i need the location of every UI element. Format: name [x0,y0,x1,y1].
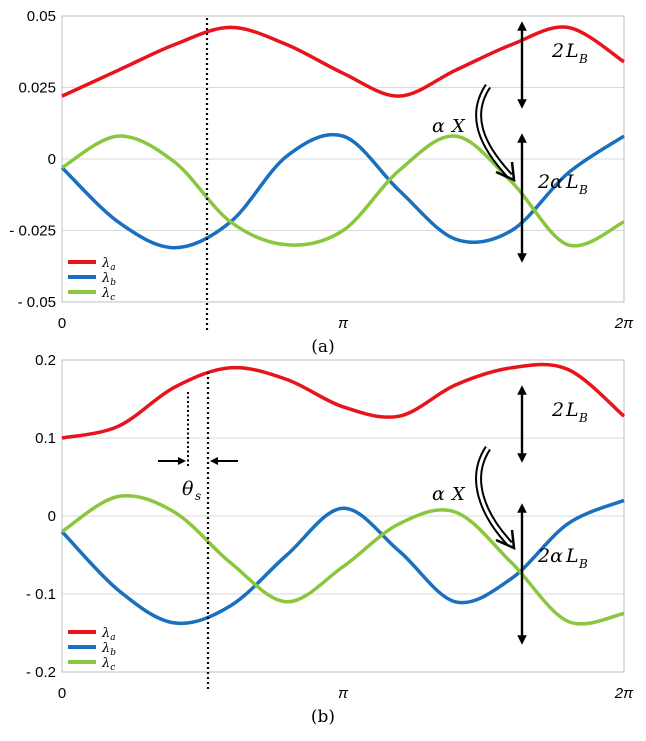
y-tick-label: 0.05 [27,8,56,25]
scale-arrow-outline [475,446,513,547]
series-line-λa [61,362,626,440]
x-tick-label: 2π [614,685,634,702]
series-line-λc [61,134,625,248]
times-label: X [450,484,466,505]
x-tick-label: π [338,685,349,702]
amplitude-label-top-var: L [565,40,579,62]
panel-label: (b) [311,707,335,727]
alpha-label: α [432,115,445,137]
y-tick-label: 0 [48,151,56,168]
amplitude-label-top-var: L [565,399,579,421]
scale-arrow-inner [477,85,512,178]
amplitude-label-bottom-var: L [565,545,579,567]
amplitude-label-bottom-sub: B [578,557,588,571]
series-line-λb [60,132,625,250]
plot-frame [61,15,625,303]
y-tick-label: - 0.025 [9,223,56,240]
series-line-λc [61,494,625,626]
panel-label: (a) [311,337,334,357]
alpha-label: α [432,483,445,505]
y-tick-label: 0 [48,508,56,525]
x-tick-label: 0 [58,685,66,702]
legend-label: λc [101,286,115,303]
scale-arrow-outline [475,84,513,179]
y-tick-label: - 0.05 [18,294,56,311]
theta-label: θ [182,478,194,500]
plot-frame [61,359,625,673]
y-tick-label: 0.1 [35,430,56,447]
amplitude-label-bottom-var: L [565,171,579,193]
amplitude-label-bottom-sub: B [578,183,588,197]
y-tick-label: - 0.1 [26,586,56,603]
y-tick-label: 0.2 [35,352,56,369]
amplitude-label-top-sub: B [578,411,588,425]
amplitude-label-top: 2 [551,399,564,421]
y-tick-label: 0.025 [18,80,56,97]
legend-label: λc [101,656,115,673]
amplitude-label-bottom: 2α [537,171,563,193]
amplitude-label-top-sub: B [578,52,588,66]
scale-arrow-head [495,529,516,551]
x-tick-label: 2π [614,315,634,332]
scale-arrow-inner [477,447,512,546]
theta-label-sub: s [195,489,201,503]
x-tick-label: π [338,315,349,332]
series-line-λa [61,25,625,98]
amplitude-label-top: 2 [551,40,564,62]
amplitude-label-bottom: 2α [537,545,563,567]
scale-arrow-head [495,161,516,183]
y-tick-label: - 0.2 [26,664,56,681]
times-label: X [450,116,466,137]
x-tick-label: 0 [58,315,66,332]
